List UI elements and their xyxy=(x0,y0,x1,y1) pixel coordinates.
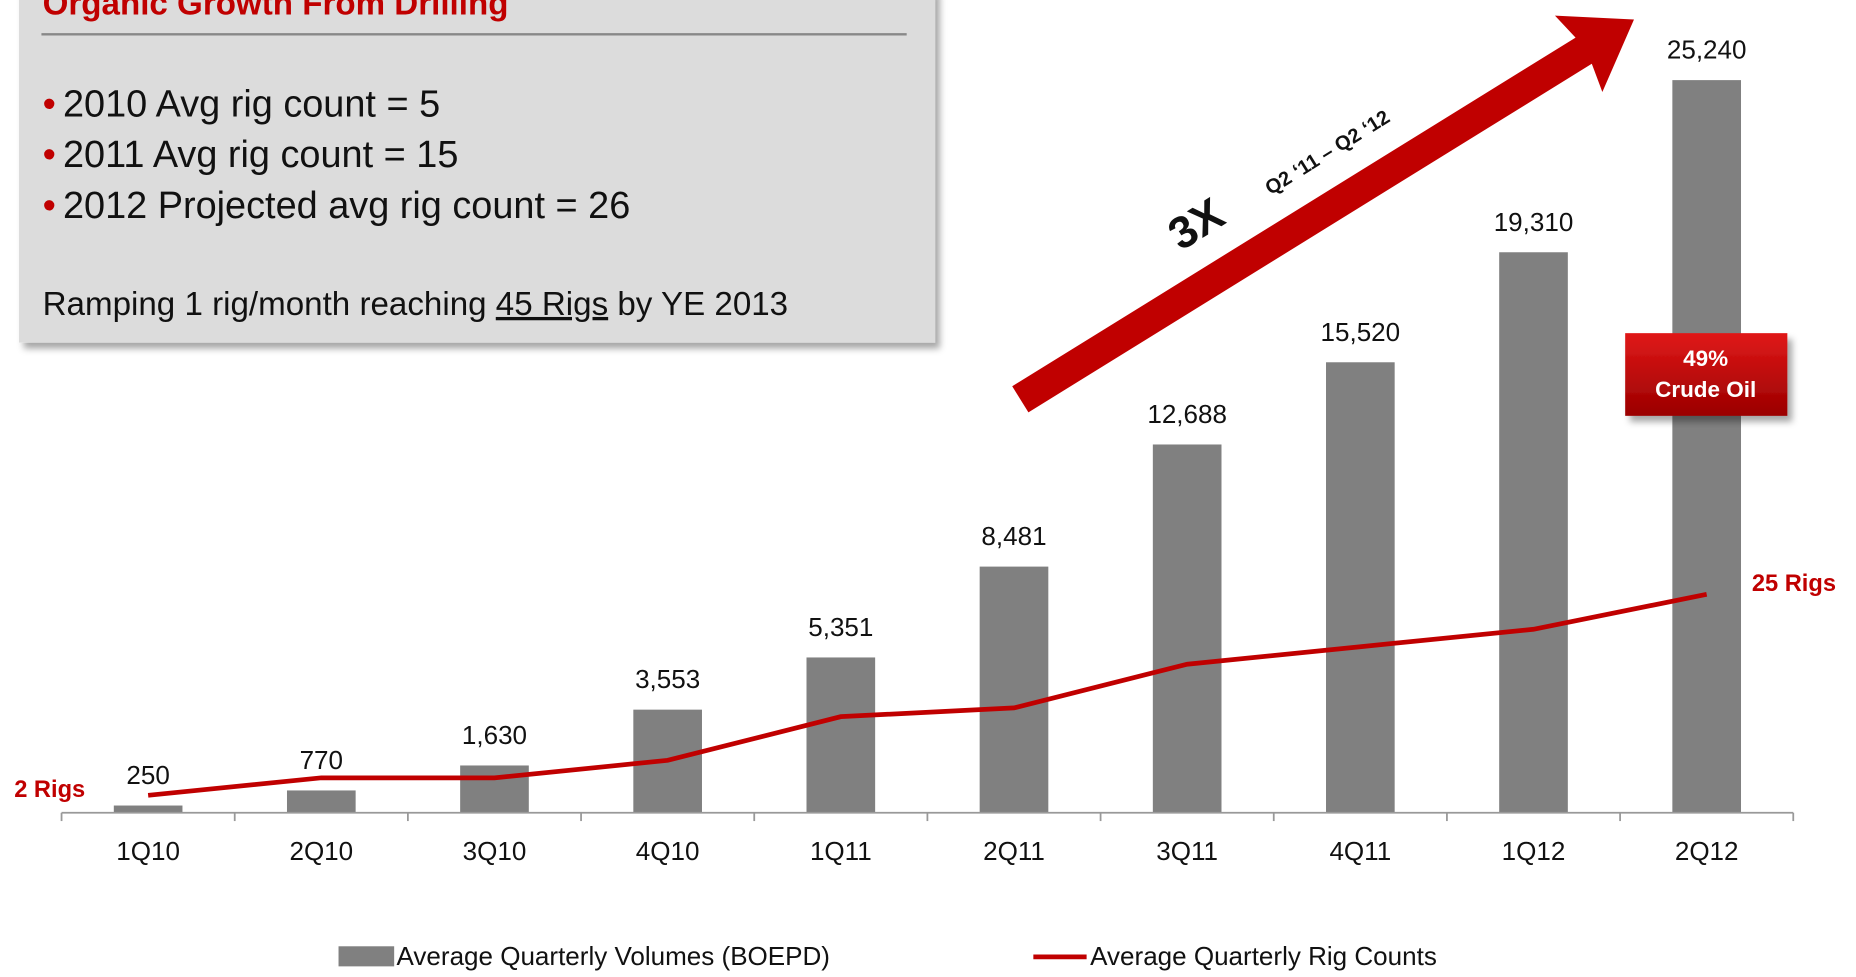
end-rigs-label: 25 Rigs xyxy=(1752,571,1836,597)
box-title: Organic Growth From Drilling xyxy=(43,0,509,23)
value-label: 8,481 xyxy=(981,521,1046,551)
bar xyxy=(1152,444,1222,813)
x-tick-label: 4Q10 xyxy=(636,836,700,866)
rig-line xyxy=(147,591,1708,798)
value-label: 3,553 xyxy=(635,664,700,694)
bar xyxy=(113,805,183,813)
bullet: • 2010 Avg rig count = 5 xyxy=(43,83,441,125)
bar xyxy=(1326,362,1395,813)
text-box-bg xyxy=(18,0,936,343)
bar xyxy=(979,566,1049,813)
x-tick-label: 1Q12 xyxy=(1502,836,1566,866)
value-label: 5,351 xyxy=(808,612,873,642)
value-label: 1,630 xyxy=(462,720,527,750)
bar xyxy=(1672,80,1742,813)
bullet-symbol: • xyxy=(43,185,56,227)
arrow-shape xyxy=(1012,15,1634,413)
start-rigs-label: 2 Rigs xyxy=(14,777,85,803)
box-note: Ramping 1 rig/month reaching 45 Rigs by … xyxy=(43,286,789,323)
bullet-text: 2010 Avg rig count = 5 xyxy=(63,83,440,125)
x-tick-label: 2Q11 xyxy=(983,836,1045,866)
bullet: • 2012 Projected avg rig count = 26 xyxy=(43,185,631,227)
legend-label: Average Quarterly Rig Counts xyxy=(1090,941,1437,971)
x-tick-label: 1Q11 xyxy=(810,836,872,866)
x-tick-label: 2Q12 xyxy=(1675,836,1739,866)
x-tick-label: 2Q10 xyxy=(289,836,353,866)
bullet: • 2011 Avg rig count = 15 xyxy=(43,134,459,176)
value-label: 19,310 xyxy=(1494,207,1574,237)
crude-oil-label: Crude Oil xyxy=(1655,377,1756,402)
bar xyxy=(806,657,876,813)
value-label: 250 xyxy=(126,760,169,790)
crude-oil-pct: 49% xyxy=(1683,346,1728,371)
legend-label: Average Quarterly Volumes (BOEPD) xyxy=(397,941,830,971)
legend-swatch xyxy=(338,946,395,967)
growth-arrow xyxy=(1012,15,1634,413)
bullet-text: 2011 Avg rig count = 15 xyxy=(63,134,458,176)
value-label: 12,688 xyxy=(1147,399,1227,429)
text-box: Organic Growth From Drilling • 2010 Avg r… xyxy=(18,0,936,343)
bar xyxy=(460,765,529,813)
x-tick-label: 3Q10 xyxy=(463,836,527,866)
bullet-symbol: • xyxy=(43,83,56,125)
bar xyxy=(1499,252,1568,813)
bullet-symbol: • xyxy=(43,134,56,176)
x-tick-label: 3Q11 xyxy=(1156,836,1218,866)
x-tick-label: 4Q11 xyxy=(1329,836,1391,866)
growth-multiple: 3X xyxy=(1159,188,1233,260)
x-tick-label: 1Q10 xyxy=(116,836,180,866)
bullet-text: 2012 Projected avg rig count = 26 xyxy=(63,185,630,227)
value-label: 770 xyxy=(300,745,343,775)
value-label: 25,240 xyxy=(1667,35,1747,65)
bar xyxy=(286,790,356,813)
value-label: 15,520 xyxy=(1321,317,1401,347)
crude-oil-box xyxy=(1625,333,1788,416)
